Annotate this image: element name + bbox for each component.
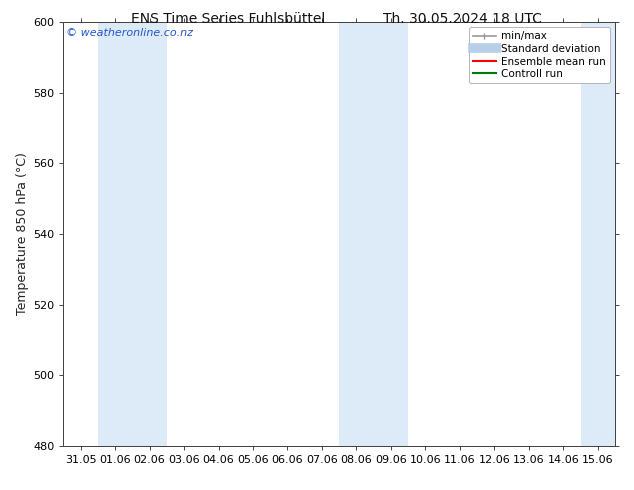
Text: Th. 30.05.2024 18 UTC: Th. 30.05.2024 18 UTC bbox=[384, 12, 542, 26]
Bar bbox=[133, 22, 167, 446]
Text: © weatheronline.co.nz: © weatheronline.co.nz bbox=[66, 28, 193, 38]
Y-axis label: Temperature 850 hPa (°C): Temperature 850 hPa (°C) bbox=[16, 152, 29, 316]
Text: ENS Time Series Fuhlsbüttel: ENS Time Series Fuhlsbüttel bbox=[131, 12, 325, 26]
Bar bbox=[373, 22, 408, 446]
Bar bbox=[581, 22, 615, 446]
Bar bbox=[98, 22, 133, 446]
Bar bbox=[339, 22, 373, 446]
Legend: min/max, Standard deviation, Ensemble mean run, Controll run: min/max, Standard deviation, Ensemble me… bbox=[469, 27, 610, 83]
